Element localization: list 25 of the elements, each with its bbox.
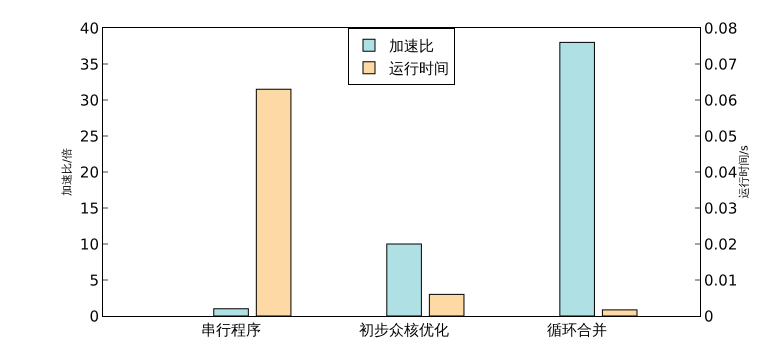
y2-tick-label: 0.03 [704, 199, 738, 218]
y2-tick-label: 0.08 [704, 19, 738, 38]
y2-axis-title: 运行时间/s [737, 145, 750, 199]
y-axis-title: 加速比/倍 [60, 148, 74, 196]
legend-label: 加速比 [389, 37, 434, 56]
y2-tick-label: 0 [704, 307, 714, 326]
y-tick-label: 5 [89, 271, 99, 290]
y-tick-label: 35 [80, 55, 99, 74]
x-tick-label: 循环合并 [547, 321, 608, 339]
y2-tick-label: 0.05 [704, 127, 738, 146]
y-tick-label: 30 [80, 91, 99, 110]
y-tick-label: 10 [80, 235, 99, 254]
legend-label: 运行时间 [389, 60, 449, 78]
y2-tick-label: 0.07 [704, 55, 738, 74]
y-tick-label: 25 [80, 127, 99, 146]
y-tick-label: 0 [89, 307, 99, 326]
x-tick-label: 初步众核优化 [359, 321, 450, 339]
y2-tick-label: 0.04 [704, 163, 738, 182]
y-tick-label: 40 [80, 19, 99, 38]
y-tick-label: 20 [80, 163, 99, 182]
y2-tick-label: 0.01 [704, 271, 738, 290]
y2-tick-label: 0.06 [704, 91, 738, 110]
y-tick-label: 15 [80, 199, 99, 218]
x-tick-label: 串行程序 [201, 321, 262, 339]
y2-tick-label: 0.02 [704, 235, 738, 254]
